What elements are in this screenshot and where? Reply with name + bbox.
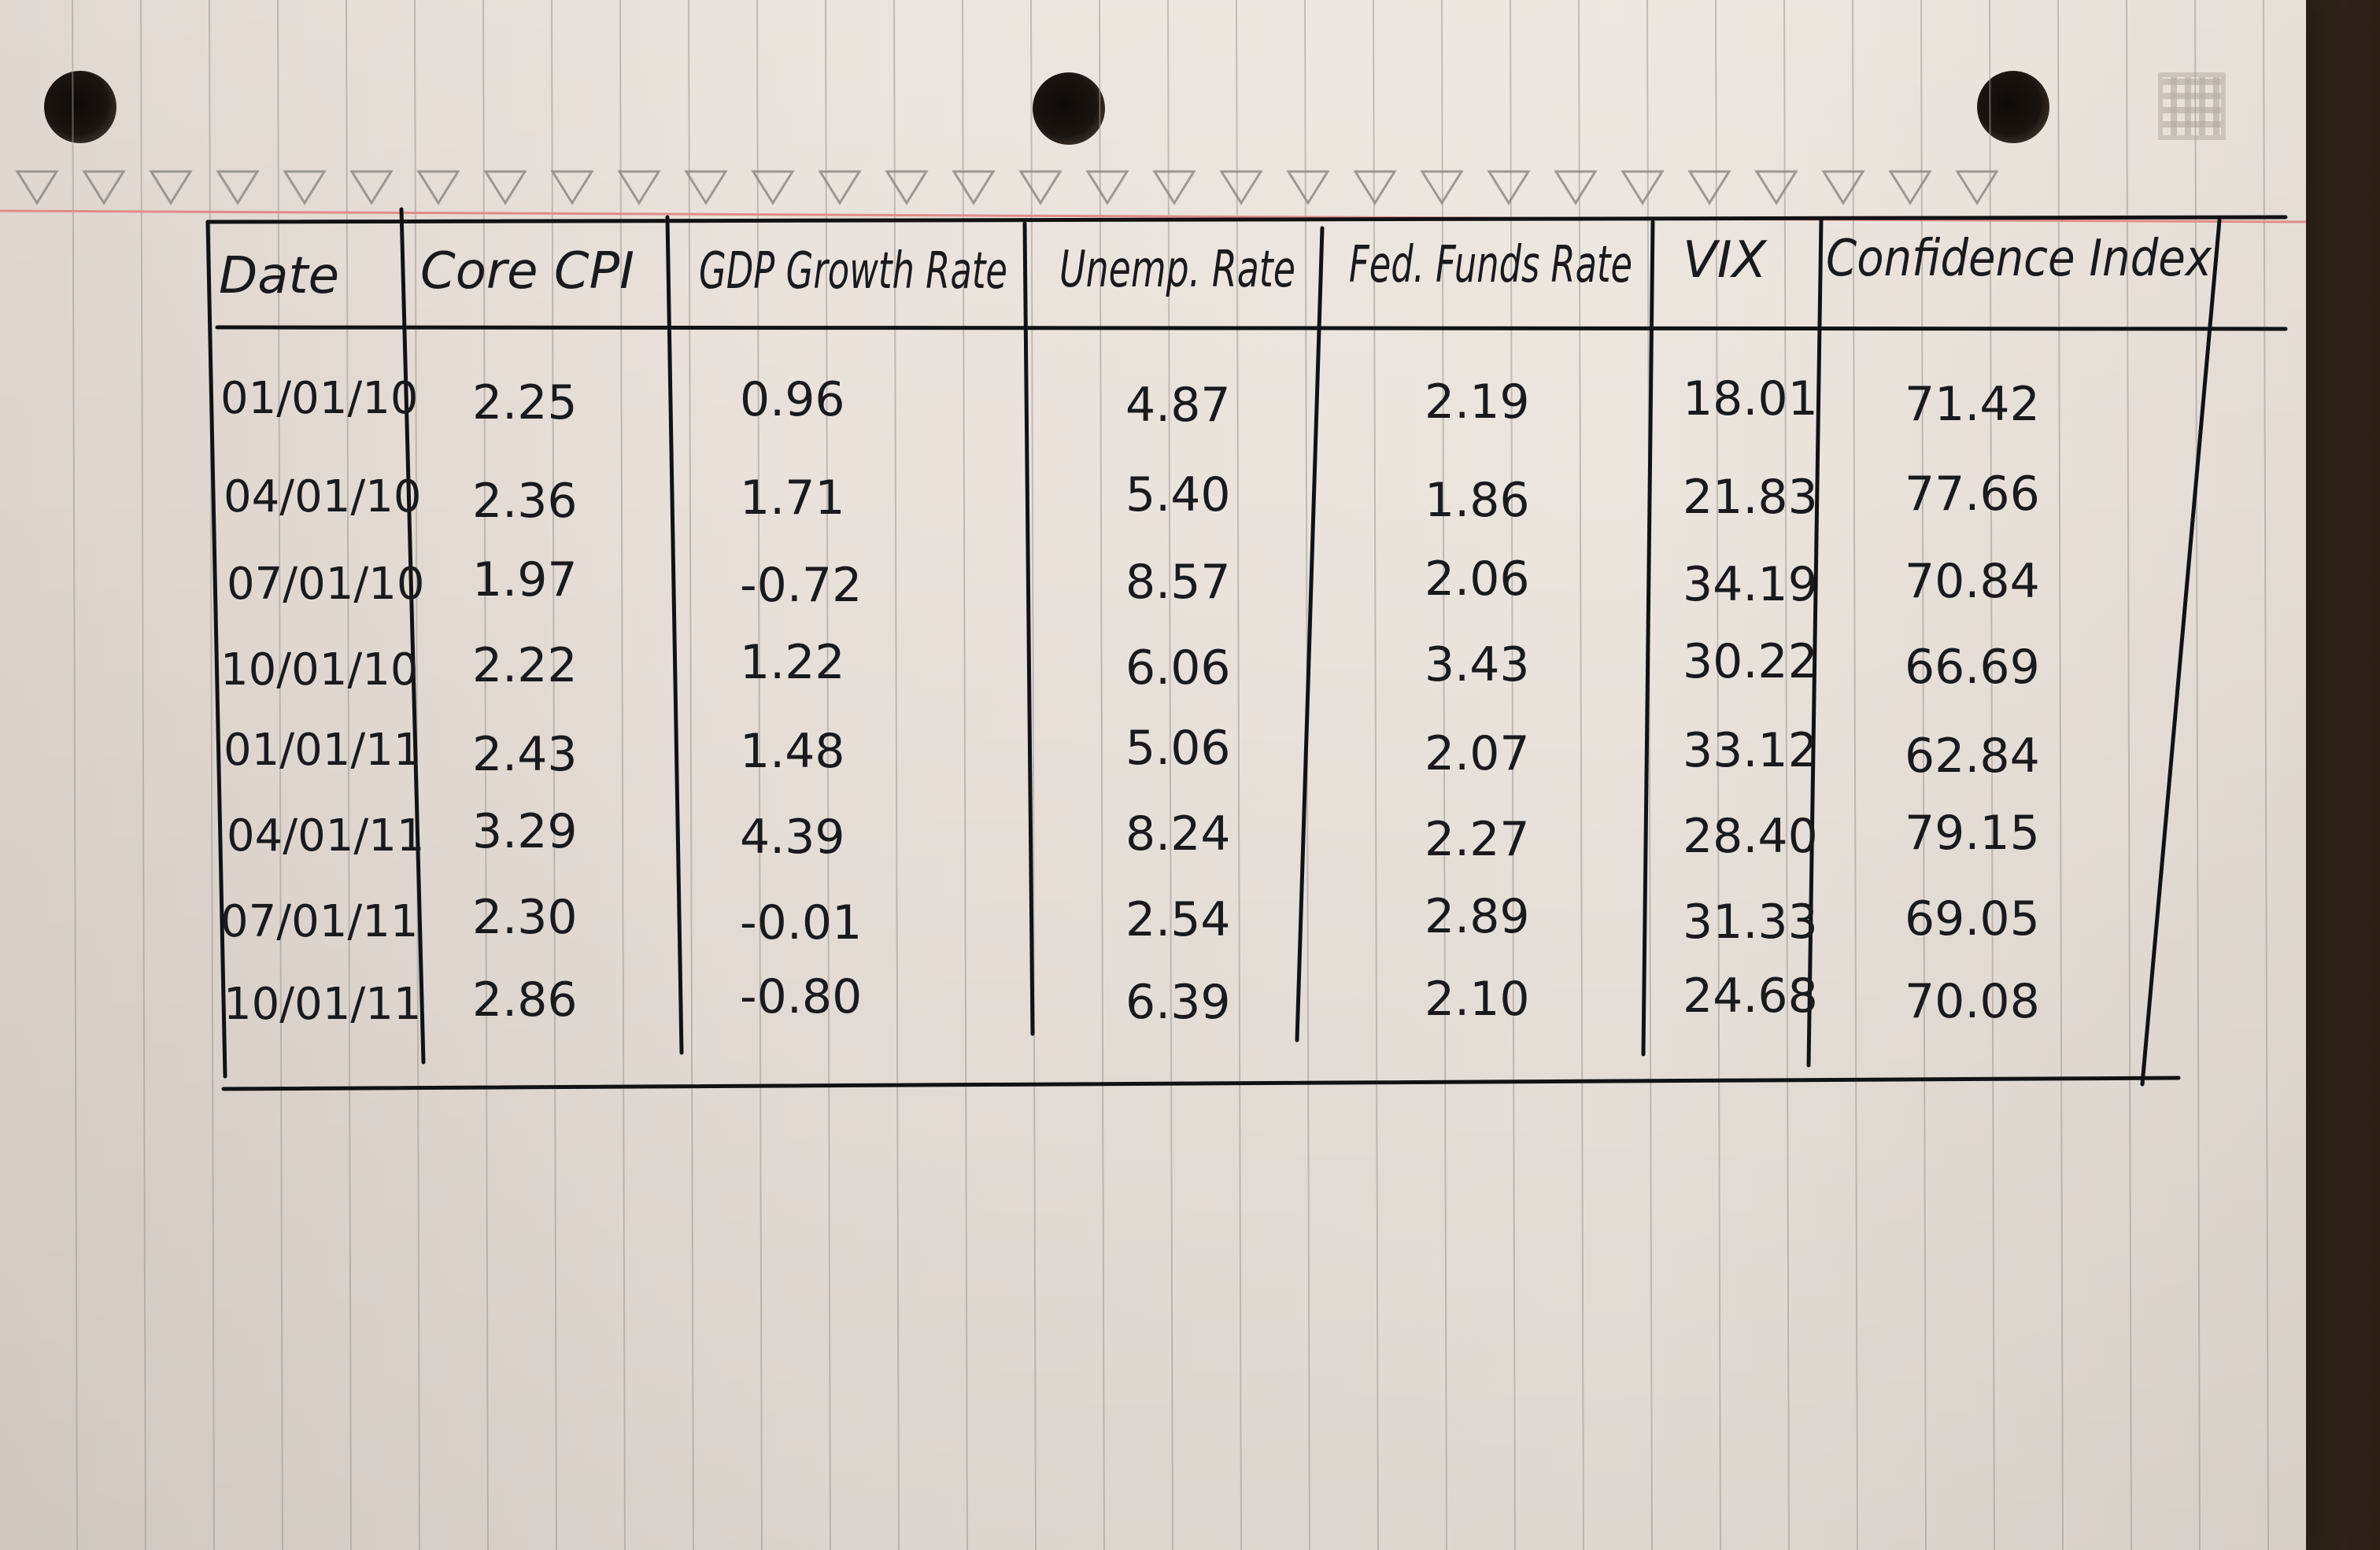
- cell-unemp-rate: 8.57: [1125, 555, 1231, 610]
- col-header-vix: VIX: [1683, 231, 1768, 290]
- cell-date: 04/01/11: [227, 810, 425, 862]
- table-header: Date Core CPI GDP Growth Rate Unemp. Rat…: [219, 230, 2212, 305]
- cell-vix: 24.68: [1683, 969, 1818, 1024]
- cell-date: 10/01/10: [220, 644, 419, 696]
- cell-core-cpi: 2.30: [472, 890, 578, 945]
- cell-date: 01/01/10: [220, 373, 419, 424]
- cell-vix: 30.22: [1683, 634, 1818, 689]
- col-header-unemp-rate: Unemp. Rate: [1059, 241, 1295, 299]
- col-line-5: [1641, 220, 1655, 1057]
- cell-gdp-growth-rate: 1.22: [740, 635, 845, 690]
- cell-fed-funds-rate: 2.19: [1425, 375, 1530, 430]
- cell-fed-funds-rate: 1.86: [1425, 473, 1530, 528]
- cell-gdp-growth-rate: -0.72: [740, 558, 862, 613]
- table-column-lines: [205, 207, 2222, 1087]
- cell-vix: 18.01: [1683, 371, 1818, 426]
- binder-hole-left: [44, 71, 116, 143]
- cell-vix: 34.19: [1683, 557, 1818, 612]
- cell-fed-funds-rate: 2.06: [1425, 552, 1530, 607]
- cell-confidence-index: 70.84: [1905, 554, 2040, 609]
- cell-unemp-rate: 2.54: [1125, 892, 1231, 947]
- table-body: 01/01/10 2.25 0.96 4.87 2.19 18.01 71.42 04/01/…: [220, 371, 2040, 1030]
- row-line-header: [215, 325, 2288, 331]
- cell-confidence-index: 69.05: [1905, 891, 2040, 947]
- cell-fed-funds-rate: 2.89: [1425, 889, 1530, 944]
- cell-unemp-rate: 6.06: [1125, 640, 1231, 696]
- cell-fed-funds-rate: 2.07: [1425, 726, 1530, 781]
- cell-gdp-growth-rate: 4.39: [740, 810, 845, 865]
- cell-fed-funds-rate: 2.27: [1425, 812, 1530, 867]
- cell-confidence-index: 66.69: [1905, 640, 2040, 695]
- cell-date: 07/01/11: [220, 896, 419, 947]
- col-header-date: Date: [219, 247, 339, 305]
- cell-unemp-rate: 6.39: [1125, 975, 1231, 1030]
- cell-date: 07/01/10: [227, 559, 425, 610]
- cell-vix: 28.40: [1683, 809, 1818, 864]
- cell-confidence-index: 70.08: [1905, 974, 2040, 1029]
- cell-vix: 33.12: [1683, 723, 1818, 778]
- cell-gdp-growth-rate: 0.96: [740, 372, 845, 427]
- col-line-2: [665, 215, 684, 1055]
- cell-unemp-rate: 4.87: [1125, 378, 1231, 433]
- cell-unemp-rate: 8.24: [1125, 806, 1231, 862]
- table-row-lines: [205, 215, 2288, 1091]
- col-line-3: [1022, 221, 1035, 1036]
- cell-fed-funds-rate: 3.43: [1425, 637, 1530, 692]
- col-line-6: [1806, 216, 1824, 1068]
- qr-code-mark: [2158, 72, 2226, 140]
- cell-date: 10/01/11: [224, 979, 422, 1030]
- cell-core-cpi: 1.97: [472, 552, 578, 607]
- cell-confidence-index: 62.84: [1905, 729, 2040, 784]
- cell-gdp-growth-rate: 1.71: [740, 471, 845, 526]
- cell-core-cpi: 2.22: [472, 638, 578, 693]
- cell-fed-funds-rate: 2.10: [1425, 972, 1530, 1027]
- cell-core-cpi: 2.25: [472, 375, 578, 430]
- cell-confidence-index: 77.66: [1905, 467, 2040, 522]
- cell-unemp-rate: 5.40: [1125, 467, 1231, 522]
- col-line-1: [399, 207, 426, 1065]
- col-header-confidence-index: Confidence Index: [1826, 230, 2212, 288]
- col-header-fed-funds-rate: Fed. Funds Rate: [1349, 236, 1632, 294]
- col-header-gdp-growth-rate: GDP Growth Rate: [699, 242, 1007, 301]
- row-line-top: [205, 215, 2288, 224]
- col-line-4: [1295, 226, 1325, 1043]
- cell-core-cpi: 2.36: [472, 474, 578, 529]
- row-line-bottom: [221, 1076, 2181, 1091]
- cell-unemp-rate: 5.06: [1125, 721, 1231, 776]
- binder-hole-center: [1033, 72, 1105, 145]
- cell-vix: 21.83: [1683, 470, 1818, 525]
- col-line-7: [2140, 218, 2222, 1087]
- cell-gdp-growth-rate: -0.01: [740, 895, 862, 950]
- cell-date: 04/01/10: [224, 471, 422, 522]
- col-header-core-cpi: Core CPI: [420, 242, 634, 301]
- col-line-0: [205, 220, 227, 1079]
- cell-core-cpi: 3.29: [472, 804, 578, 859]
- cell-core-cpi: 2.43: [472, 727, 578, 782]
- cell-confidence-index: 79.15: [1905, 806, 2040, 861]
- cell-date: 01/01/11: [224, 725, 422, 776]
- cell-gdp-growth-rate: 1.48: [740, 724, 845, 779]
- cell-gdp-growth-rate: -0.80: [740, 969, 862, 1024]
- cell-vix: 31.33: [1683, 895, 1818, 950]
- cell-core-cpi: 2.86: [472, 972, 578, 1028]
- cell-confidence-index: 71.42: [1905, 377, 2040, 432]
